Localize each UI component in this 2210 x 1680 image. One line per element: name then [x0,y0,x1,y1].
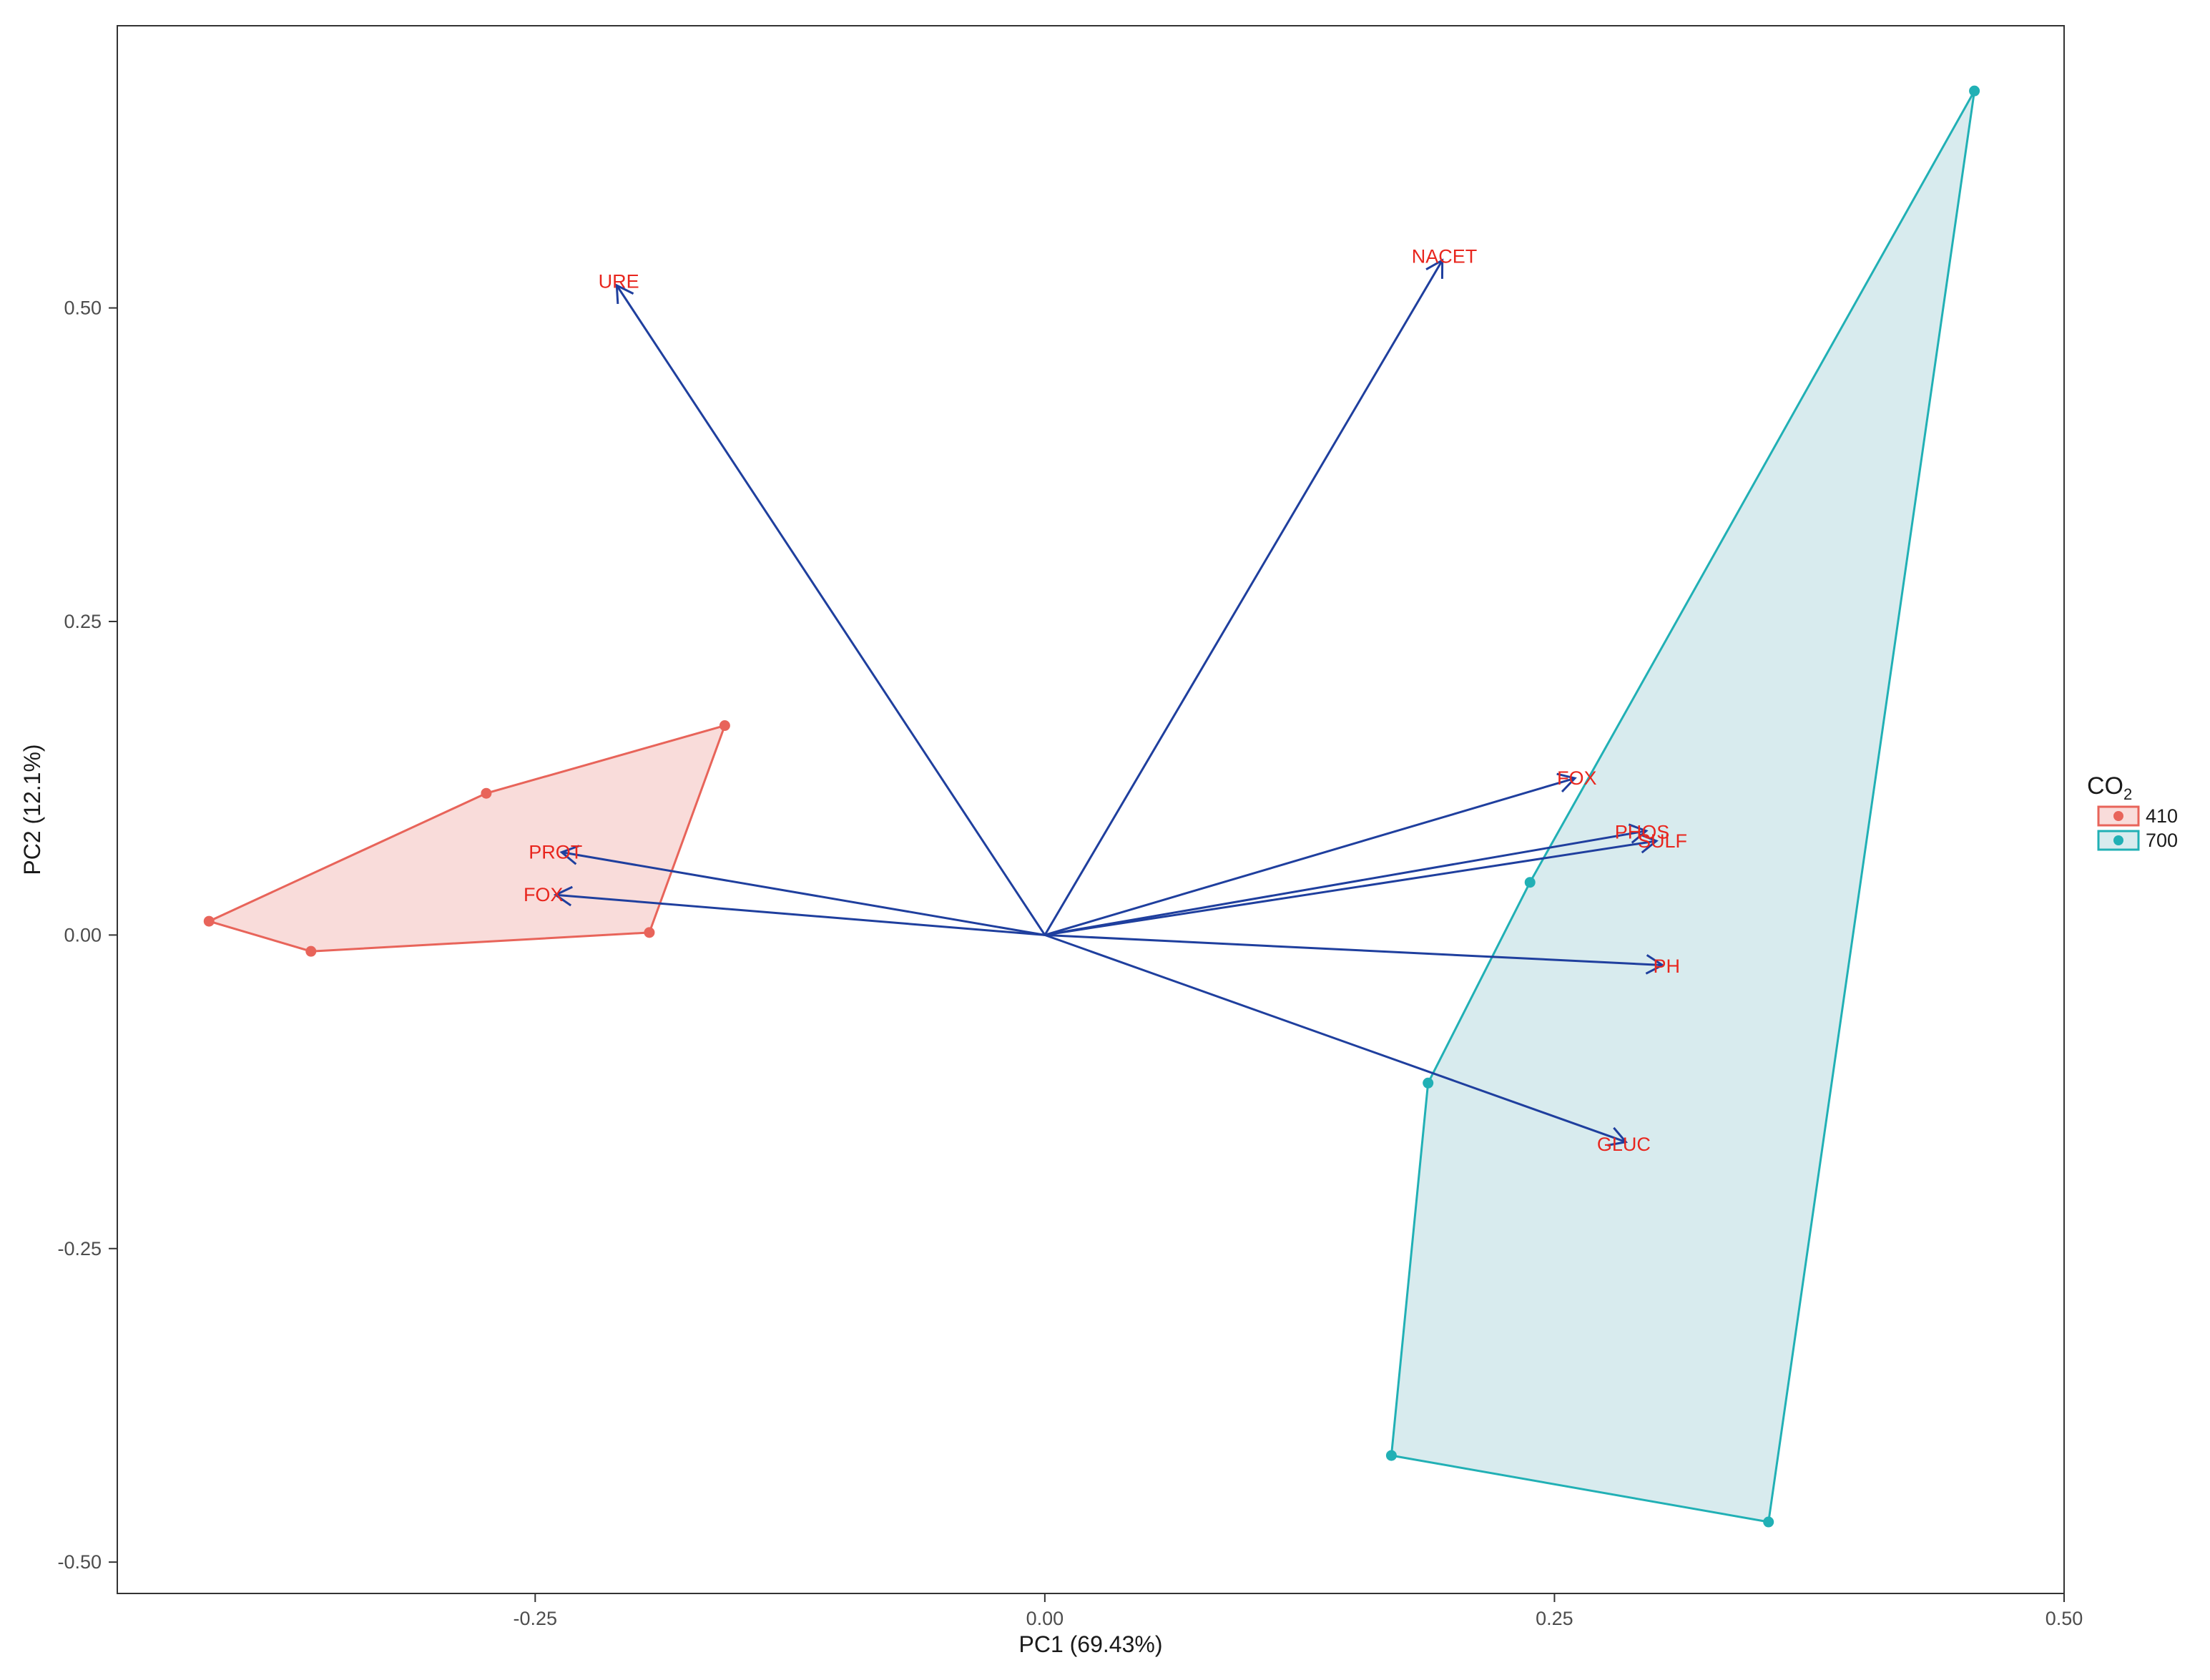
legend-label-410: 410 [2146,805,2178,827]
loading-arrowhead-sulf-4 [1639,833,1659,854]
point-700-4 [1524,877,1536,888]
plot-panel-border [117,25,2065,1594]
loading-arrow-gluc-6 [1044,933,1626,1144]
point-410-2 [644,927,655,938]
y-tick-label-4: 0.50 [64,298,102,319]
legend-key-dot-410 [2113,811,2123,821]
loading-label-fox-8: FOX [524,884,564,905]
loading-arrow-sulf-4 [1044,840,1657,936]
loading-arrowhead-ph-5 [1645,954,1665,975]
loading-label-fox-2: FOX [1557,767,1597,789]
point-700-0 [1969,85,1980,97]
loading-arrow-fox-8 [555,893,1045,936]
point-410-3 [719,720,730,732]
x-tick-label-3: 0.50 [2046,1608,2083,1629]
loading-arrow-ure-0 [616,285,1046,936]
loading-vectors [553,258,1665,1146]
point-700-3 [1423,1077,1434,1089]
point-700-1 [1763,1516,1774,1528]
hull-410 [206,724,727,953]
x-axis-title: PC1 (69.43%) [1019,1631,1163,1657]
legend-label-700: 700 [2146,830,2178,851]
y-tick-label-1: -0.25 [57,1238,102,1259]
loading-label-ure-0: URE [599,271,639,293]
loading-label-sulf-4: SULF [1638,830,1687,852]
x-tick-label-2: 0.25 [1536,1608,1573,1629]
loading-arrow-phos-3 [1044,830,1646,936]
loading-label-prot-7: PROT [529,842,582,863]
legend-title-subscript: 2 [2123,785,2132,803]
loading-arrowhead-fox-2 [1556,772,1577,793]
loading-arrowhead-gluc-6 [1607,1126,1629,1146]
loading-arrow-prot-7 [561,851,1046,936]
loading-arrowhead-nacet-1 [1425,258,1444,279]
loading-label-gluc-6: GLUC [1597,1134,1651,1155]
x-tick-label-1: 0.00 [1026,1608,1064,1629]
point-700-2 [1385,1450,1397,1461]
hull-700 [1390,90,1976,1523]
loading-label-nacet-1: NACET [1412,246,1478,267]
point-410-4 [481,787,492,799]
y-tick-label-2: 0.00 [64,924,102,945]
point-410-0 [203,915,215,927]
loading-arrow-nacet-1 [1043,260,1443,936]
y-axis-title: PC2 (12.1%) [19,744,45,875]
group-hulls [206,90,1976,1523]
loading-label-phos-3: PHOS [1615,822,1670,843]
loading-arrowhead-fox-8 [553,885,573,907]
y-tick-label-3: 0.25 [64,611,102,632]
loading-arrowhead-phos-3 [1628,823,1649,844]
legend-title: CO2 [2087,772,2132,803]
x-tick-label-0: -0.25 [514,1608,558,1629]
y-axis: -0.50 -0.25 0.00 0.25 0.50 [57,298,117,1573]
x-axis: -0.25 0.00 0.25 0.50 [514,1593,2083,1629]
loading-label-ph-5: PH [1653,956,1680,977]
group-points [203,85,1980,1528]
loading-arrow-ph-5 [1044,933,1663,966]
legend-key-dot-700 [2113,835,2123,845]
y-tick-label-0: -0.50 [57,1551,102,1573]
loading-arrowhead-prot-7 [559,845,580,865]
loading-arrow-fox-2 [1044,777,1576,936]
loading-arrowhead-ure-0 [615,283,634,305]
legend-title-main: CO [2087,772,2123,800]
point-410-1 [305,945,317,957]
